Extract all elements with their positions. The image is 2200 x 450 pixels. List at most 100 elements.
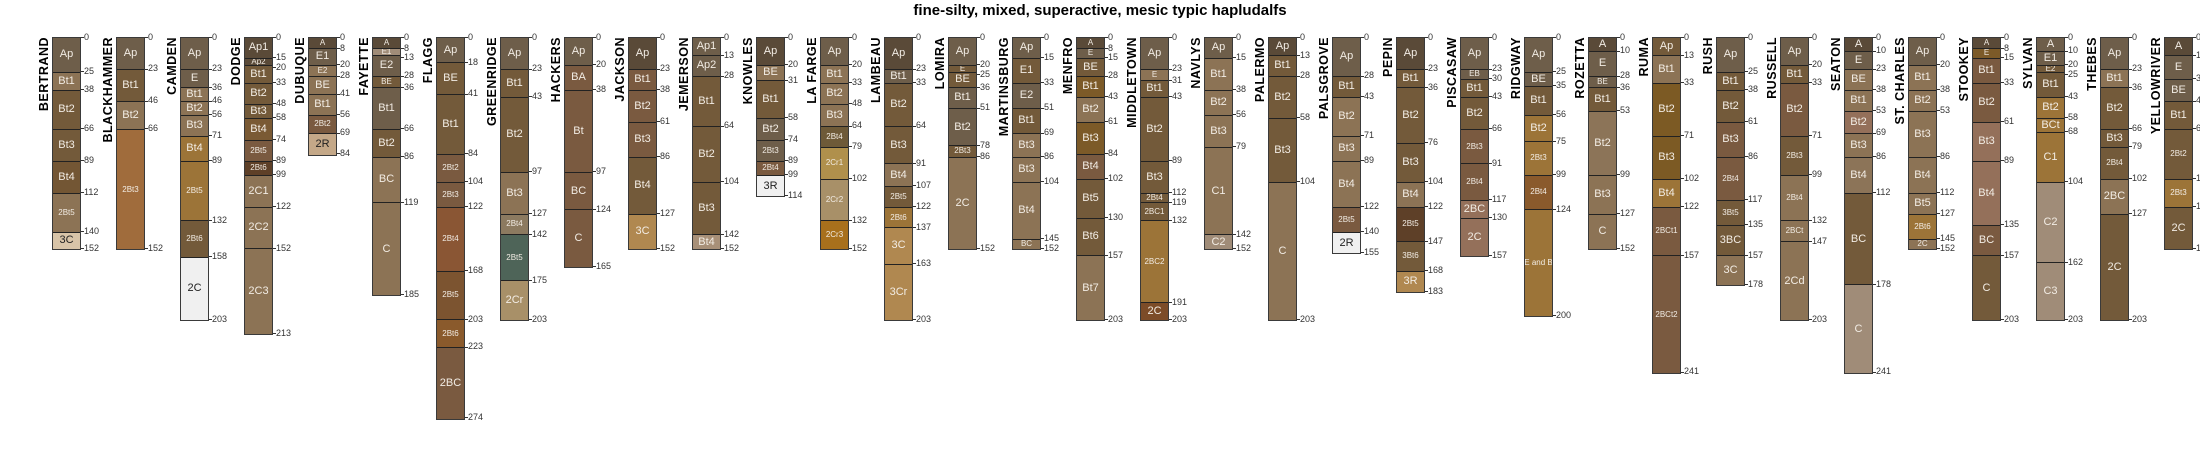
horizon-label: Bt2: [826, 87, 843, 100]
horizon-label: Ap: [1339, 50, 1354, 63]
profile-name: PISCASAW: [1445, 37, 1459, 108]
horizon-label: 2C2: [248, 221, 269, 234]
depth-tick-label: 89: [1361, 156, 1374, 165]
depth-tick-label: 69: [1873, 128, 1886, 137]
horizon-label: 2C: [2107, 260, 2122, 273]
soil-horizon: 3R: [757, 175, 784, 197]
soil-horizon: A: [373, 38, 400, 50]
horizon-label: 3Cr: [889, 285, 908, 298]
depth-tick-label: 97: [529, 167, 542, 176]
horizon-label: Bt4: [1850, 168, 1867, 181]
depth-tick-label: 241: [1873, 367, 1891, 376]
horizon-label: Bt3: [58, 138, 75, 151]
depth-tick-label: 117: [1489, 195, 1506, 204]
horizon-label: Bt2: [378, 136, 395, 149]
soil-horizon: C: [565, 210, 592, 268]
soil-profile-column: Ap Bt1 Bt2 Bt3 Bt4 2Bt5 2R: [1332, 37, 1361, 255]
horizon-label: Bt2: [1850, 115, 1867, 128]
depth-tick-label: 155: [1361, 247, 1379, 257]
soil-horizon: C: [1845, 285, 1872, 373]
depth-tick-label: 191: [1169, 297, 1187, 307]
soil-horizon: Bt1: [2101, 69, 2128, 89]
horizon-label: Bt3: [1402, 156, 1419, 169]
depth-tick-label: 0: [273, 32, 281, 42]
soil-horizon: Bt3: [1845, 133, 1872, 158]
depth-tick-label: 15: [1105, 53, 1118, 62]
depth-tick-label: 58: [785, 113, 798, 122]
depth-tick-label: 117: [1745, 195, 1762, 204]
horizon-label: Ap: [1723, 48, 1738, 61]
horizon-label: 2BC: [439, 376, 462, 389]
horizon-label: 2Bt3: [2170, 188, 2187, 198]
horizon-label: 2BCt: [1785, 226, 1804, 236]
depth-tick-label: 112: [1937, 188, 1954, 197]
depth-tick-label: 36: [1617, 82, 1630, 92]
soil-horizon: BC: [1845, 193, 1872, 286]
horizon-label: Bt1: [762, 92, 779, 105]
depth-tick-label: 130: [1489, 213, 1507, 222]
soil-horizon: Bt2: [693, 126, 720, 183]
depth-tick-label: 102: [2129, 174, 2147, 183]
soil-horizon: 3Cr: [885, 264, 912, 321]
soil-horizon: Ap: [1909, 38, 1936, 66]
horizon-label: Bt1: [634, 73, 651, 86]
horizon-label: E: [1598, 57, 1607, 70]
depth-tick-label: 43: [2065, 92, 2078, 101]
depth-tick-label: 0: [849, 32, 857, 42]
profile-name: RIDGWAY: [1509, 37, 1523, 100]
soil-profile-column: Ap EB Bt1 Bt2 2Bt3 2Bt4 2BC 2C: [1460, 37, 1489, 258]
soil-horizon: Bt2: [1333, 97, 1360, 137]
soil-profile-column: Ap BE Bt1 2Bt2 2Bt3 2Bt4 2Bt5 2Bt6 2BC: [436, 37, 465, 420]
depth-tick-label: 0: [2065, 32, 2073, 42]
horizon-label: Ap: [1787, 44, 1802, 57]
depth-tick-label: 28: [1361, 71, 1374, 80]
horizon-label: Bt4: [890, 168, 907, 181]
depth-tick-label: 13: [721, 50, 734, 60]
soil-horizon: Bt2: [2101, 88, 2128, 130]
depth-tick-label: 0: [1233, 32, 1241, 42]
depth-tick-label: 20: [593, 60, 606, 69]
depth-tick-label: 36: [977, 82, 990, 92]
depth-tick-label: 36: [209, 82, 222, 92]
depth-tick-label: 0: [1361, 32, 1369, 42]
soil-horizon: 2Bt4: [2101, 147, 2128, 180]
profile-name: BLACKHAMMER: [101, 37, 115, 143]
depth-tick-label: 25: [977, 69, 990, 79]
soil-horizon: 2Bt6: [181, 221, 208, 258]
profile-name: HACKERS: [549, 37, 563, 103]
soil-horizon: 2Cd: [1781, 242, 1808, 321]
horizon-label: Bt2: [1338, 110, 1355, 123]
horizon-label: Bt2: [58, 103, 75, 116]
soil-horizon: 2Bt6: [437, 320, 464, 348]
soil-horizon: Bt4: [693, 235, 720, 250]
depth-tick-label: 89: [209, 156, 222, 165]
soil-horizon: Bt1: [501, 69, 528, 98]
horizon-label: Bt3: [506, 186, 523, 199]
soil-horizon: Bt3: [181, 115, 208, 137]
depth-tick-label: 43: [1489, 92, 1502, 101]
soil-horizon: E2: [2037, 65, 2064, 73]
soil-horizon: Bt1: [373, 88, 400, 130]
horizon-label: 2Bt2: [2170, 149, 2187, 159]
profile-name: BERTRAND: [37, 37, 51, 112]
depth-tick-label: 23: [1873, 64, 1886, 73]
soil-horizon: Bt2: [1717, 90, 1744, 123]
depth-tick-label: 66: [145, 124, 158, 133]
depth-tick-label: 48: [849, 99, 862, 108]
horizon-label: BA: [571, 71, 586, 84]
depth-tick-label: 107: [913, 181, 931, 190]
horizon-label: C: [1278, 244, 1287, 257]
soil-horizon: Bt1: [693, 76, 720, 127]
depth-tick-label: 84: [1105, 149, 1118, 158]
horizon-label: Bt1: [2170, 108, 2187, 121]
depth-tick-label: 145: [1937, 234, 1955, 243]
depth-tick-label: 8: [337, 43, 345, 53]
depth-tick-label: 38: [1745, 85, 1758, 94]
depth-tick-label: 8: [1105, 43, 1113, 53]
horizon-label: Bt1: [2042, 78, 2059, 91]
soil-horizon: Bt2: [1269, 76, 1296, 119]
depth-tick-label: 13: [1681, 50, 1694, 60]
horizon-label: E: [1087, 49, 1094, 58]
horizon-label: Bt1: [1658, 62, 1675, 75]
soil-horizon: Ap: [565, 38, 592, 66]
